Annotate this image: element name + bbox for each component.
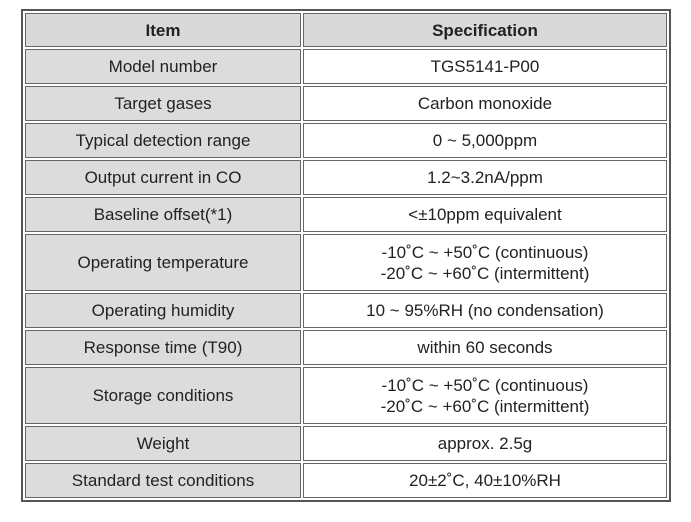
item-cell: Target gases <box>25 86 301 121</box>
spec-line: approx. 2.5g <box>437 434 533 453</box>
table-row: Typical detection range 0 ~ 5,000ppm <box>25 123 667 158</box>
spec-table: Item Specification Model number TGS5141-P… <box>21 9 671 502</box>
table-row: Operating temperature -10˚C ~ +50˚C (cont… <box>25 234 667 291</box>
header-cell: Item <box>25 13 301 47</box>
spec-line: Carbon monoxide <box>417 94 553 113</box>
table-row: Operating humidity 10 ~ 95%RH (no condens… <box>25 293 667 328</box>
spec-cell: 20±2˚C, 40±10%RH <box>303 463 667 498</box>
spec-line: -10˚C ~ +50˚C (continuous) <box>381 242 589 262</box>
item-cell: Typical detection range <box>25 123 301 158</box>
table-row: Target gases Carbon monoxide <box>25 86 667 121</box>
spec-cell: Carbon monoxide <box>303 86 667 121</box>
table-row: Storage conditions -10˚C ~ +50˚C (continu… <box>25 367 667 424</box>
spec-cell: -10˚C ~ +50˚C (continuous) -20˚C ~ +60˚C … <box>303 367 667 424</box>
table-row: Output current in CO 1.2~3.2nA/ppm <box>25 160 667 195</box>
spec-cell: 10 ~ 95%RH (no condensation) <box>303 293 667 328</box>
spec-line: within 60 seconds <box>417 338 553 357</box>
spec-line: 0 ~ 5,000ppm <box>432 131 538 150</box>
spec-line: -10˚C ~ +50˚C (continuous) <box>381 375 589 395</box>
header-cell: Specification <box>303 13 667 47</box>
spec-cell: TGS5141-P00 <box>303 49 667 84</box>
spec-cell: 1.2~3.2nA/ppm <box>303 160 667 195</box>
item-cell: Model number <box>25 49 301 84</box>
spec-line: 20±2˚C, 40±10%RH <box>409 471 561 490</box>
table-row: Baseline offset(*1) <±10ppm equivalent <box>25 197 667 232</box>
spec-line: <±10ppm equivalent <box>408 205 562 224</box>
item-cell: Operating temperature <box>25 234 301 291</box>
spec-cell: within 60 seconds <box>303 330 667 365</box>
spec-line: -20˚C ~ +60˚C (intermittent) <box>380 263 590 283</box>
spec-line: -20˚C ~ +60˚C (intermittent) <box>380 396 590 416</box>
table-row: Model number TGS5141-P00 <box>25 49 667 84</box>
item-cell: Baseline offset(*1) <box>25 197 301 232</box>
spec-cell: <±10ppm equivalent <box>303 197 667 232</box>
table-row: Response time (T90) within 60 seconds <box>25 330 667 365</box>
spec-cell: 0 ~ 5,000ppm <box>303 123 667 158</box>
table-row: Weight approx. 2.5g <box>25 426 667 461</box>
item-cell: Storage conditions <box>25 367 301 424</box>
item-cell: Response time (T90) <box>25 330 301 365</box>
spec-line: 1.2~3.2nA/ppm <box>427 168 543 187</box>
item-cell: Standard test conditions <box>25 463 301 498</box>
item-cell: Operating humidity <box>25 293 301 328</box>
spec-cell: approx. 2.5g <box>303 426 667 461</box>
item-cell: Output current in CO <box>25 160 301 195</box>
table-row: Standard test conditions 20±2˚C, 40±10%RH <box>25 463 667 498</box>
spec-line: TGS5141-P00 <box>430 57 540 76</box>
header-row: Item Specification <box>25 13 667 47</box>
spec-line: 10 ~ 95%RH (no condensation) <box>366 301 604 320</box>
item-cell: Weight <box>25 426 301 461</box>
spec-cell: -10˚C ~ +50˚C (continuous) -20˚C ~ +60˚C … <box>303 234 667 291</box>
